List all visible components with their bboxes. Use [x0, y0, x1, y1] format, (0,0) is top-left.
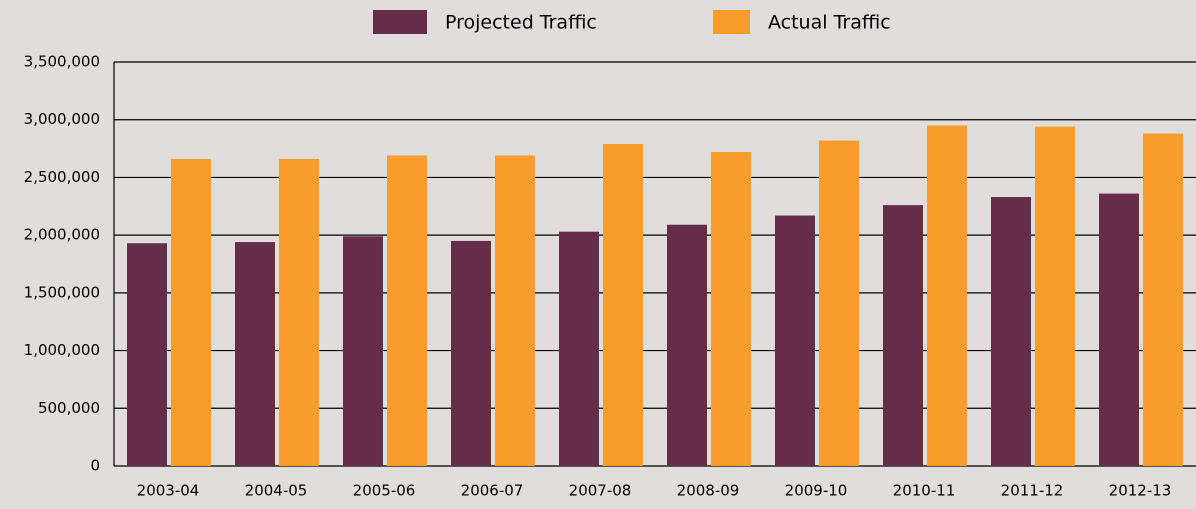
x-tick-label: 2005-06: [353, 482, 416, 500]
bar: [927, 125, 967, 466]
bar: [495, 155, 535, 467]
bar: [775, 215, 815, 466]
x-tick-label: 2011-12: [1001, 482, 1064, 500]
bar: [387, 155, 427, 467]
legend-swatch: [713, 10, 750, 34]
y-tick-label: 2,000,000: [24, 226, 100, 244]
x-tick-label: 2008-09: [677, 482, 740, 500]
y-tick-label: 1,500,000: [24, 283, 100, 301]
x-tick-label: 2012-13: [1109, 482, 1172, 500]
bar: [883, 205, 923, 467]
x-tick-label: 2009-10: [785, 482, 848, 500]
bar: [819, 140, 859, 466]
y-tick-label: 3,500,000: [24, 53, 100, 71]
y-tick-label: 1,000,000: [24, 341, 100, 359]
x-tick-label: 2007-08: [569, 482, 632, 500]
legend-label: Actual Traffic: [768, 12, 891, 34]
bar: [235, 242, 275, 466]
bar: [603, 143, 643, 466]
legend-label: Projected Traffic: [445, 12, 597, 34]
legend-swatch: [373, 10, 427, 34]
bar: [1099, 193, 1139, 467]
bar: [991, 197, 1031, 466]
x-tick-label: 2004-05: [245, 482, 308, 500]
y-tick-label: 0: [90, 457, 100, 475]
bar: [1035, 126, 1075, 466]
y-tick-label: 3,000,000: [24, 110, 100, 128]
x-tick-label: 2010-11: [893, 482, 956, 500]
bar: [127, 243, 167, 466]
bar: [1143, 133, 1183, 466]
bar: [667, 224, 707, 466]
y-tick-label: 500,000: [38, 399, 100, 417]
bar: [171, 158, 211, 466]
bar: [711, 152, 751, 466]
x-tick-label: 2006-07: [461, 482, 524, 500]
bar: [343, 236, 383, 466]
bar: [279, 158, 319, 466]
y-tick-label: 2,500,000: [24, 168, 100, 186]
x-tick-label: 2003-04: [137, 482, 200, 500]
bar: [559, 231, 599, 466]
bar: [451, 240, 491, 466]
